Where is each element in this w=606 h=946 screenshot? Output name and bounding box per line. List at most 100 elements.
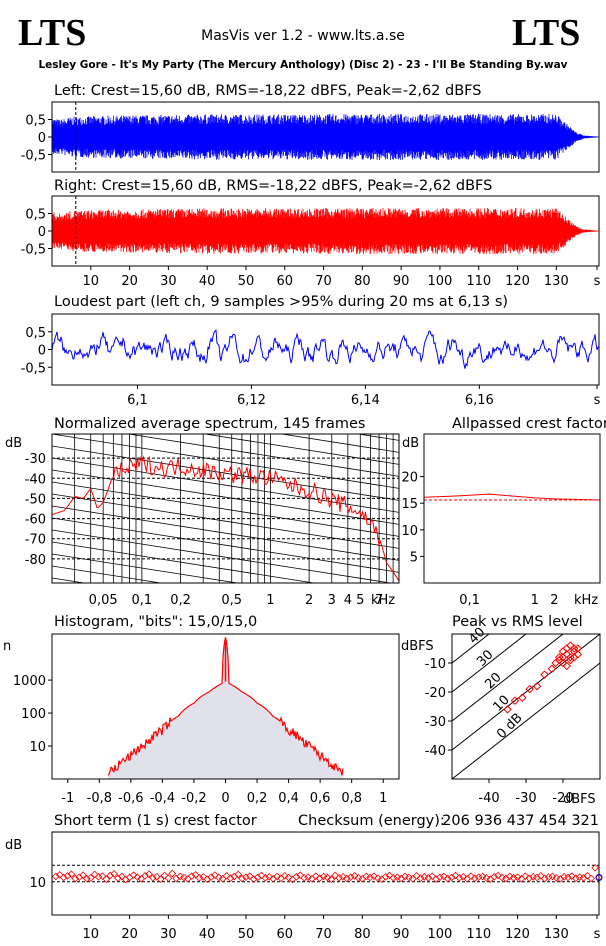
app-title: MasVis ver 1.2 - www.lts.a.se (201, 28, 405, 44)
short-term-point-left (203, 875, 211, 883)
short-term-point-left (90, 870, 99, 879)
spectrum-slopes (52, 434, 399, 583)
peak-rms-diagonals (452, 634, 600, 779)
spectrum-xtick-label: 7 (375, 593, 383, 608)
right_waveform-xtick-label: 30 (160, 274, 177, 289)
peak-rms-ytick-label: -30 (425, 715, 446, 730)
loudest-ytick-label: -0,5 (21, 361, 46, 376)
spectrum-slope-line (52, 469, 399, 525)
left_waveform-plot (51, 113, 600, 160)
short-term-point-left (238, 874, 246, 883)
loudest-part-trace (51, 329, 599, 369)
peak-rms-diagonal (452, 634, 564, 722)
short-term-point-left (350, 872, 359, 880)
short-term-point-left (311, 872, 320, 880)
right_waveform-ytick-label: 0,5 (25, 208, 46, 223)
right_waveform-ytick-label: 0 (38, 225, 46, 240)
short-term-point-left (292, 873, 301, 881)
loudest-xtick-label: 6,12 (237, 393, 266, 408)
loudest-ytick-label: 0,5 (25, 326, 46, 341)
peak-rms-point (518, 693, 527, 703)
peak-rms-xtick-label: -40 (478, 791, 499, 806)
short-term-point-left (564, 873, 572, 882)
short-term-xtick-label: 80 (354, 927, 371, 942)
short-term-xtick-label: 20 (121, 927, 138, 942)
peak-rms-point (540, 670, 549, 679)
short-term-point-left (467, 872, 475, 880)
short-term-xtick-label: 10 (83, 927, 100, 942)
short-term-point-left (63, 872, 72, 880)
spectrum-slope-line (202, 434, 399, 465)
short-term-point-left (568, 872, 576, 880)
right-channel-title: Right: Crest=15,60 dB, RMS=-18,22 dBFS, … (54, 178, 492, 194)
short-term-point-left (381, 873, 390, 881)
loudest-xtick-label: 6,1 (127, 393, 148, 408)
short-term-xtick-label: 50 (238, 927, 255, 942)
loudest-xtick-label: 6,16 (465, 393, 494, 408)
short-term-point-left (370, 872, 378, 880)
short-term-point-left (556, 874, 565, 883)
peak-rms-xlabel: dBFS (563, 792, 596, 807)
crest-ytick-label: 15 (401, 497, 418, 512)
peak-rms-point (555, 652, 564, 662)
peak-rms-diagonal (452, 662, 600, 779)
spectrum-slope-line (355, 434, 399, 441)
short-term-xtick-label: 30 (160, 927, 177, 942)
spectrum-trace (52, 455, 399, 581)
short-term-point-left (79, 871, 87, 879)
peak-rms-point (569, 652, 579, 662)
peak-rms-point (562, 661, 571, 671)
checksum-value: 206 936 437 454 321 (442, 813, 599, 829)
right_waveform-xtick-label: 50 (238, 274, 255, 289)
right_waveform-ytick-label: -0,5 (21, 243, 46, 258)
peak-rms-point (547, 664, 557, 674)
peak-rms-point (503, 705, 512, 714)
spectrum-xtick-label: 0,1 (132, 593, 153, 608)
peak-rms-ylabel: dBFS (401, 639, 434, 654)
peak-rms-frame (451, 633, 601, 780)
short-term-point-left (172, 874, 180, 883)
short-term-point-left (265, 873, 274, 881)
crest-title: Allpassed crest factor (452, 416, 606, 432)
short-term-point-left (315, 874, 324, 882)
peak-rms-xtick-label: -20 (552, 791, 573, 806)
short-term-point-left (405, 873, 413, 882)
short-term-point-left (230, 872, 239, 881)
peak-rms-diagonal (452, 634, 527, 693)
short-term-point-left (447, 873, 456, 882)
spectrum-ytick-label: -70 (25, 533, 46, 548)
short-term-point-left (540, 874, 549, 883)
short-term-point-left (478, 872, 487, 881)
right_waveform-xtick-label: 10 (83, 274, 100, 289)
short-term-point-left (397, 874, 405, 883)
short-term-point-left (133, 873, 142, 881)
short-term-xtick-label: 90 (393, 927, 410, 942)
spectrum-slope-line (52, 553, 240, 583)
spectrum-xtick-label: 2 (305, 593, 313, 608)
short-term-point-left (207, 873, 215, 881)
histogram-xtick-label: 0,2 (247, 791, 268, 806)
left_waveform-ytick-label: 0,5 (25, 114, 46, 129)
short-term-point-left (304, 873, 312, 881)
right_waveform-trace (51, 207, 600, 255)
spectrum-slope-line (52, 445, 399, 501)
spectrum-xtick-label: 4 (344, 593, 352, 608)
short-term-point-left (502, 874, 510, 883)
short-term-point-left (129, 871, 138, 879)
crest-ylabel: dB (402, 436, 419, 451)
peak-rms-point (532, 681, 542, 691)
loudest-xtick-label: 6,14 (351, 393, 380, 408)
lts-logo-right: LTS (512, 12, 580, 54)
short-term-point-left (71, 874, 80, 883)
right_waveform-xtick-label: 90 (393, 274, 410, 289)
right_waveform-xtick-label: 60 (276, 274, 293, 289)
right_waveform-xtick-label: 100 (428, 274, 453, 289)
spectrum-slope-line (279, 434, 399, 453)
file-name: Lesley Gore - It's My Party (The Mercury… (38, 59, 567, 71)
short-term-point-left (214, 873, 223, 882)
histogram-ytick-label: 10 (29, 740, 46, 755)
short-term-xtick-label: s (594, 927, 601, 942)
short-term-point-left (591, 864, 599, 872)
right_waveform-xtick-label: 20 (121, 274, 138, 289)
short-term-point-left (339, 873, 347, 881)
